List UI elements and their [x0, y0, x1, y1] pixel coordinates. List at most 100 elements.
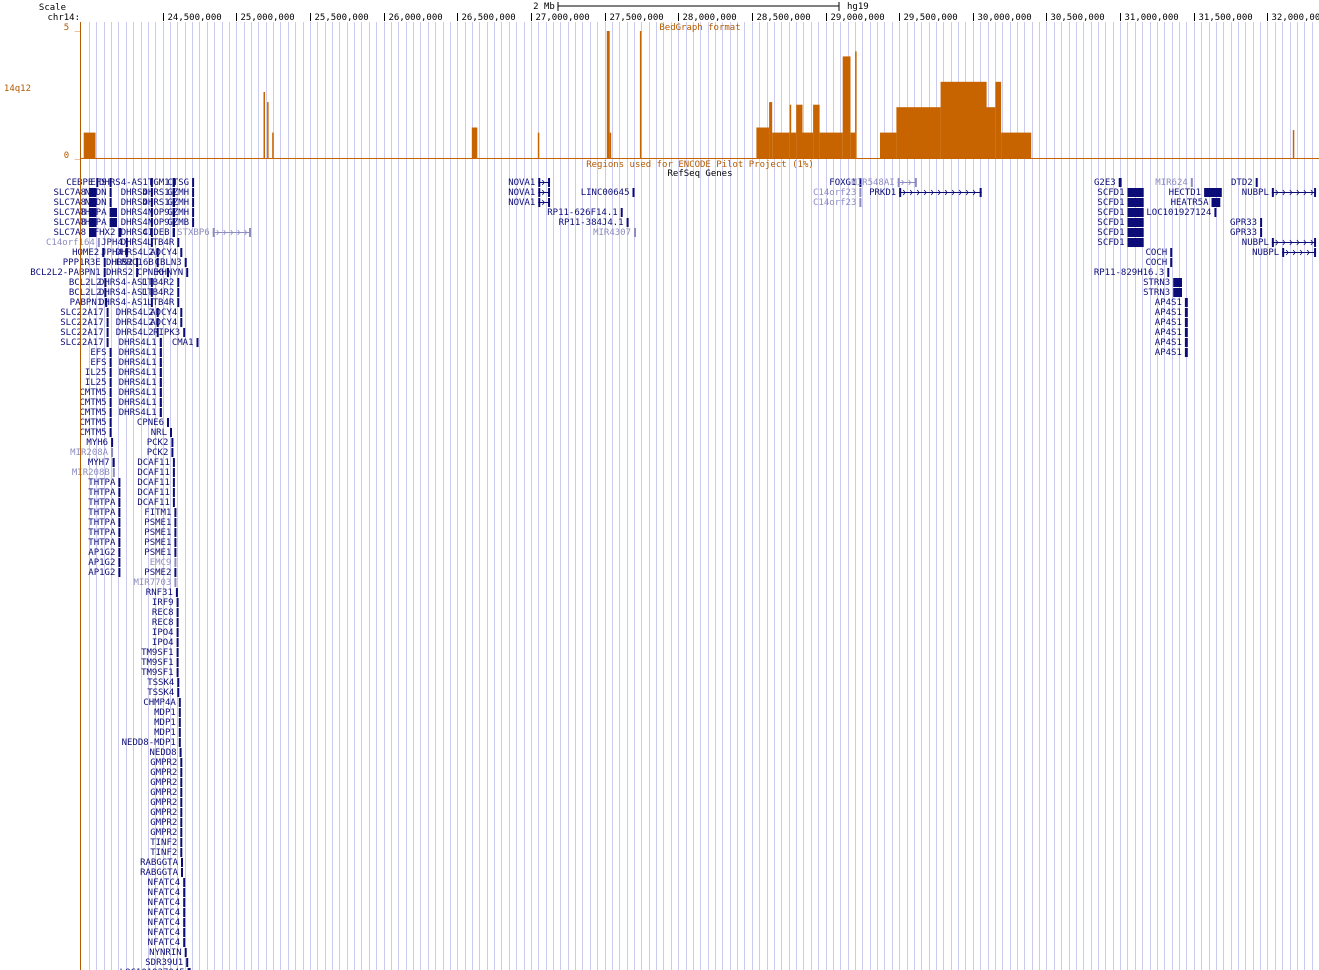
gene-label[interactable]: MYH6 — [86, 438, 108, 448]
gene-label[interactable]: DHRS2 — [106, 268, 133, 278]
gene-label[interactable]: CMTM5 — [80, 428, 107, 438]
gene-feature[interactable]: CMTM5 — [80, 408, 112, 418]
gene-label[interactable]: CEBPE — [66, 178, 93, 188]
gene-label[interactable]: SCFD1 — [1097, 208, 1124, 218]
gene-feature[interactable]: SCFD1 — [1097, 188, 1144, 198]
gene-feature[interactable]: JPH4 — [101, 238, 128, 248]
gene-feature[interactable]: ADCY4 — [150, 248, 183, 258]
gene-label[interactable]: FITM1 — [144, 508, 171, 518]
gene-label[interactable]: NUBPL — [1252, 248, 1279, 258]
gene-feature[interactable]: NFATC4 — [148, 918, 186, 928]
gene-feature[interactable]: STRN3 — [1143, 278, 1182, 288]
gene-label[interactable]: NFATC4 — [148, 888, 181, 898]
gene-label[interactable]: C14orf23 — [813, 198, 856, 208]
gene-feature[interactable]: NFATC4 — [148, 908, 186, 918]
gene-label[interactable]: IPO4 — [152, 628, 174, 638]
gene-feature[interactable]: STRN3 — [1143, 288, 1182, 298]
gene-feature[interactable]: SLC22A17 — [60, 308, 109, 318]
gene-label[interactable]: DHRS4L1 — [119, 388, 157, 398]
gene-feature[interactable]: GMPR2 — [150, 768, 183, 778]
gene-feature[interactable]: COCH — [1146, 258, 1173, 268]
gene-feature[interactable]: CPNE6 — [137, 268, 169, 278]
gene-label[interactable]: ZFHX2 — [88, 228, 115, 238]
gene-feature[interactable]: NFATC4 — [148, 928, 186, 938]
gene-label[interactable]: EFS — [90, 358, 106, 368]
gene-feature[interactable]: IL25 — [85, 368, 112, 378]
gene-label[interactable]: AP4S1 — [1155, 338, 1182, 348]
gene-label[interactable]: AP1G2 — [88, 548, 115, 558]
gene-label[interactable]: PSME1 — [144, 528, 171, 538]
gene-label[interactable]: GMPR2 — [150, 778, 177, 788]
gene-feature[interactable]: GPR33 — [1230, 228, 1263, 238]
gene-label[interactable]: LTB4R — [147, 298, 175, 308]
gene-feature[interactable]: AP1G2 — [88, 568, 121, 578]
gene-feature[interactable]: MIR624 — [1155, 178, 1193, 188]
gene-feature[interactable]: THTPA — [80, 208, 117, 218]
gene-label[interactable]: SLC22A17 — [60, 308, 103, 318]
gene-label[interactable]: NOP9 — [148, 218, 170, 228]
gene-label[interactable]: GZMH — [167, 198, 189, 208]
gene-label[interactable]: MDP1 — [154, 728, 176, 738]
gene-feature[interactable]: AP4S1 — [1155, 348, 1188, 358]
gene-label[interactable]: PPP1R3E — [63, 258, 101, 268]
gene-feature[interactable]: PCK2 — [147, 438, 174, 448]
gene-feature[interactable]: MIR7703 — [133, 578, 177, 588]
gene-label[interactable]: PSME1 — [144, 518, 171, 528]
gene-label[interactable]: ADCY4 — [150, 308, 177, 318]
gene-label[interactable]: ADCY4 — [150, 248, 177, 258]
gene-label[interactable]: NRL — [151, 428, 167, 438]
gene-feature[interactable]: TSSK4 — [147, 688, 180, 698]
gene-label[interactable]: EFS — [90, 348, 106, 358]
gene-label[interactable]: DHRS4 — [121, 238, 148, 248]
gene-label[interactable]: AP4S1 — [1155, 348, 1182, 358]
gene-label[interactable]: IPO4 — [152, 638, 174, 648]
gene-label[interactable]: DCAF11 — [137, 498, 170, 508]
gene-label[interactable]: CMTM5 — [80, 408, 107, 418]
gene-feature[interactable]: MDP1 — [154, 718, 181, 728]
gene-label[interactable]: AP1G2 — [88, 558, 115, 568]
gene-feature[interactable]: NGDN — [85, 188, 112, 198]
gene-feature[interactable]: EFS — [90, 348, 112, 358]
gene-label[interactable]: DHRS4 — [121, 198, 148, 208]
gene-label[interactable]: THTPA — [88, 498, 116, 508]
gene-label[interactable]: AP4S1 — [1155, 328, 1182, 338]
gene-label[interactable]: CHMP4A — [143, 698, 176, 708]
gene-feature[interactable]: MYH6 — [86, 438, 114, 448]
gene-feature[interactable]: SLC7A8 — [53, 228, 97, 238]
gene-feature[interactable]: THTPA — [88, 528, 121, 538]
gene-feature[interactable]: RP11-829H16.3 — [1094, 268, 1170, 278]
gene-label[interactable]: CPNE6 — [137, 268, 164, 278]
gene-label[interactable]: BCL2L2-PABPN1 — [30, 268, 100, 278]
gene-label[interactable]: DHRS4 — [121, 188, 148, 198]
gene-feature[interactable]: DHRS4-AS1 — [99, 178, 153, 188]
gene-feature[interactable]: NOVA1 — [508, 188, 551, 198]
gene-feature[interactable]: NGDN — [85, 198, 112, 208]
gene-label[interactable]: LOC101927124 — [1146, 208, 1211, 218]
gene-feature[interactable]: SDR39U1 — [145, 958, 189, 968]
gene-label[interactable]: NOVA1 — [508, 188, 535, 198]
gene-feature[interactable]: STXBP6 — [177, 228, 251, 238]
gene-label[interactable]: PSME1 — [144, 548, 171, 558]
gene-feature[interactable]: THTPA — [80, 218, 117, 228]
gene-feature[interactable]: IPO4 — [152, 638, 179, 648]
gene-feature[interactable]: DHRS2 — [106, 268, 139, 278]
gene-label[interactable]: MIR7703 — [133, 578, 171, 588]
gene-label[interactable]: DCAF11 — [137, 478, 170, 488]
gene-feature[interactable]: RIPK3 — [153, 328, 186, 338]
gene-label[interactable]: THTPA — [88, 528, 116, 538]
gene-label[interactable]: SLC7A8 — [53, 198, 86, 208]
gene-label[interactable]: AP4S1 — [1155, 308, 1182, 318]
gene-feature[interactable]: FITM1 — [144, 508, 177, 518]
gene-label[interactable]: DHRS4 — [121, 218, 148, 228]
gene-label[interactable]: NFATC4 — [148, 898, 181, 908]
gene-feature[interactable]: SLC22A17 — [60, 338, 109, 348]
gene-feature[interactable]: DHRS4L1 — [119, 338, 162, 348]
gene-feature[interactable]: SCFD1 — [1097, 208, 1144, 218]
gene-label[interactable]: DHRS4L2 — [116, 308, 154, 318]
gene-feature[interactable]: CTSG — [167, 178, 195, 188]
gene-label[interactable]: SLC22A17 — [60, 328, 103, 338]
gene-label[interactable]: PRKD1 — [869, 188, 896, 198]
gene-feature[interactable]: SCFD1 — [1097, 198, 1144, 208]
gene-feature[interactable]: DHRS1 — [143, 198, 175, 208]
